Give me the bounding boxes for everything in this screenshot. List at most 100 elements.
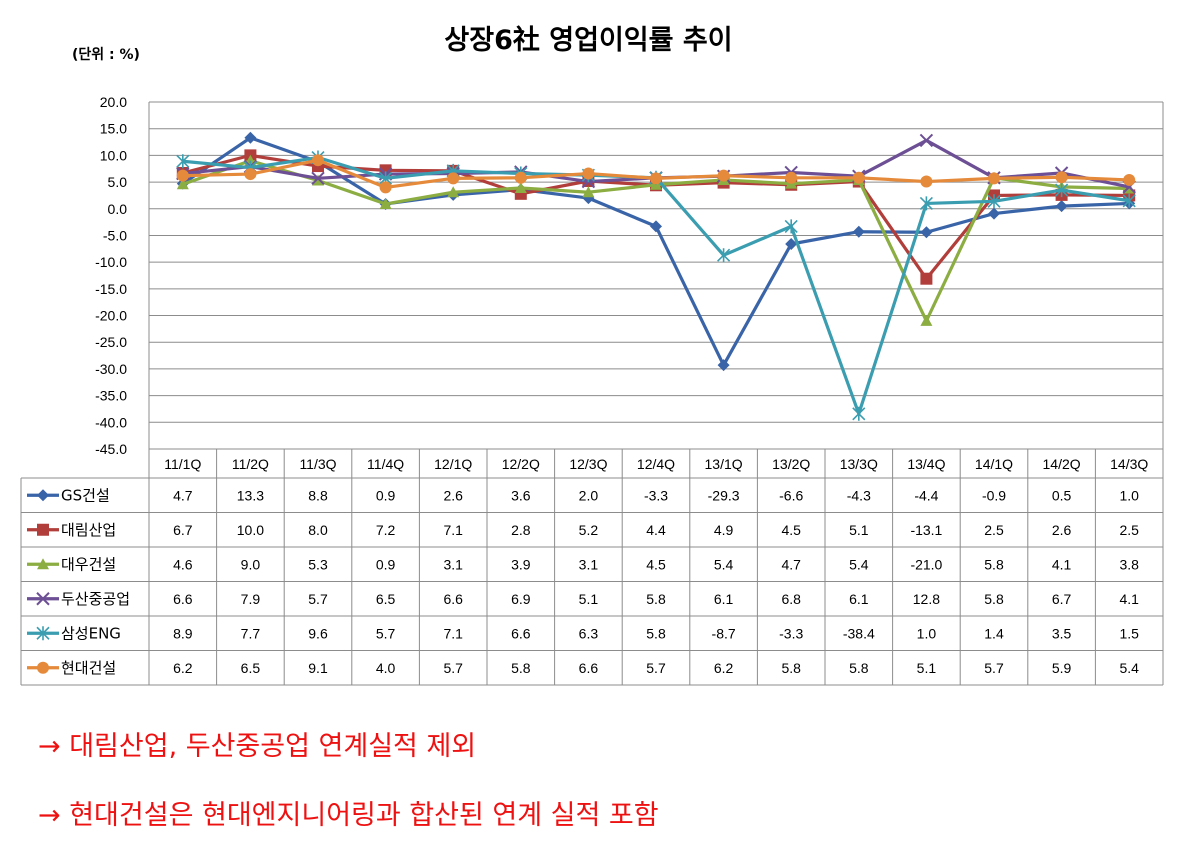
table-row: 현대건설 6.2 6.5 9.1 4.0 5.7 5.8 6.6 5.7 6.2 5.8 5.8 5.1…	[27, 659, 1139, 677]
table-cell-value: 2.6	[1052, 522, 1072, 538]
y-tick-label: -5.0	[103, 227, 127, 243]
table-cell-value: 6.2	[714, 660, 734, 676]
table-cell-value: 2.5	[1119, 522, 1139, 538]
table-cell-value: 6.2	[173, 660, 193, 676]
table-cell-value: 7.1	[443, 522, 463, 538]
table-cell-value: 3.1	[579, 556, 599, 572]
data-point	[919, 133, 934, 148]
table-cell-value: 4.7	[173, 487, 193, 503]
table-cell-value: 3.1	[443, 556, 463, 572]
table-cell-value: -29.3	[708, 487, 740, 503]
legend-series-name: GS건설	[61, 486, 110, 504]
table-cell-value: 6.1	[714, 591, 734, 607]
table-cell-value: 0.5	[1052, 487, 1072, 503]
table-cell-value: 5.4	[1119, 660, 1139, 676]
data-point	[312, 154, 324, 167]
table-cell-value: -4.4	[914, 487, 938, 503]
y-tick-label: 15.0	[100, 121, 127, 137]
data-point	[582, 167, 595, 180]
table-cell-value: 7.7	[241, 625, 261, 641]
table-cell-value: 6.1	[849, 591, 869, 607]
y-tick-label: -20.0	[95, 308, 127, 324]
table-row: 대우건설 4.6 9.0 5.3 0.9 3.1 3.9 3.1 4.5 5.4 4.7 5.4 -21…	[27, 555, 1139, 573]
data-point	[717, 359, 730, 372]
y-tick-label: 20.0	[100, 94, 127, 110]
table-cell-value: 9.0	[241, 556, 261, 572]
data-point	[1055, 171, 1068, 184]
table-cell-value: 5.8	[511, 660, 531, 676]
table-cell-value: 6.9	[511, 591, 531, 607]
x-category-label: 11/3Q	[299, 456, 336, 472]
data-point	[988, 207, 1000, 220]
y-tick-label: -25.0	[95, 334, 127, 350]
table-cell-value: 1.5	[1119, 625, 1139, 641]
gridlines	[149, 101, 1163, 450]
table-cell-value: 5.8	[849, 660, 869, 676]
data-point	[785, 171, 798, 184]
table-cell-value: 0.9	[376, 487, 396, 503]
table-row: GS건설 4.7 13.3 8.8 0.9 2.6 3.6 2.0 -3.3 -29.3 -6.6 -…	[27, 486, 1139, 504]
table-cell-value: 4.4	[646, 522, 666, 538]
data-point	[311, 171, 325, 186]
table-cell-value: 5.7	[984, 660, 1004, 676]
data-point	[919, 196, 933, 211]
y-axis-ticks: 20.0 15.0 10.0 5.0 0.0 -5.0 -10.0 -15.0 -20.0 -25…	[95, 94, 127, 457]
table-cell-value: 2.0	[579, 487, 599, 503]
table-cell-value: 5.3	[308, 556, 328, 572]
x-category-label: 13/2Q	[772, 456, 810, 472]
table-cell-value: 5.8	[984, 556, 1004, 572]
data-point	[379, 181, 392, 194]
table-cell-value: 4.6	[173, 556, 193, 572]
x-axis-categories: 11/1Q 11/2Q 11/3Q 11/4Q 12/1Q 12/2Q 12/3Q 12/4Q…	[164, 456, 1148, 472]
table-cell-value: 6.5	[376, 591, 396, 607]
x-category-label: 11/2Q	[232, 456, 269, 472]
x-category-label: 11/4Q	[367, 456, 404, 472]
data-point	[1123, 173, 1136, 186]
data-point	[988, 172, 1000, 185]
table-cell-value: -0.9	[982, 487, 1006, 503]
data-point	[176, 178, 189, 190]
data-point	[1055, 183, 1069, 198]
legend-series-name: 현대건설	[61, 659, 116, 677]
table-cell-value: 3.9	[511, 556, 531, 572]
footnote-consolidation-excluded: → 대림산업, 두산중공업 연계실적 제외	[38, 731, 477, 762]
table-cell-value: 5.1	[849, 522, 869, 538]
table-cell-value: -13.1	[910, 522, 942, 538]
series-1	[176, 149, 1136, 285]
table-cell-value: 4.5	[646, 556, 666, 572]
table-cell-value: -3.3	[644, 487, 668, 503]
x-category-label: 13/4Q	[907, 456, 945, 472]
legend-key-marker	[37, 558, 49, 570]
data-point	[379, 197, 392, 209]
table-cell-value: 8.9	[173, 625, 193, 641]
data-point	[852, 171, 865, 184]
table-cell-value: 12.8	[913, 591, 940, 607]
data-point	[920, 175, 933, 188]
table-cell-value: 9.1	[308, 660, 328, 676]
table-cell-value: 13.3	[237, 487, 264, 503]
y-tick-label: 0.0	[108, 201, 128, 217]
x-category-label: 12/2Q	[502, 456, 540, 472]
legend-series-name: 대림산업	[61, 521, 116, 539]
table-cell-value: -8.7	[712, 625, 736, 641]
table-cell-value: 7.1	[443, 625, 463, 641]
legend-key-marker	[37, 523, 49, 536]
table-cell-value: 4.9	[714, 522, 734, 538]
table-cell-value: 6.5	[241, 660, 261, 676]
data-point	[852, 406, 866, 421]
table-cell-value: 2.8	[511, 522, 531, 538]
table-cell-value: 5.4	[714, 556, 734, 572]
table-cell-value: 5.7	[443, 660, 463, 676]
data-point	[447, 186, 460, 198]
table-cell-value: 3.6	[511, 487, 531, 503]
data-point	[717, 248, 731, 263]
data-point	[514, 181, 527, 193]
table-cell-value: 5.9	[1052, 660, 1072, 676]
series-line	[182, 155, 1130, 416]
table-cell-value: 4.1	[1052, 556, 1072, 572]
table-cell-value: 2.6	[443, 487, 463, 503]
table-cell-value: 6.6	[579, 660, 599, 676]
data-point	[852, 225, 865, 238]
table-cell-value: 6.6	[511, 625, 531, 641]
footnote-hyundai-combined: → 현대건설은 현대엔지니어링과 합산된 연계 실적 포함	[38, 800, 659, 831]
